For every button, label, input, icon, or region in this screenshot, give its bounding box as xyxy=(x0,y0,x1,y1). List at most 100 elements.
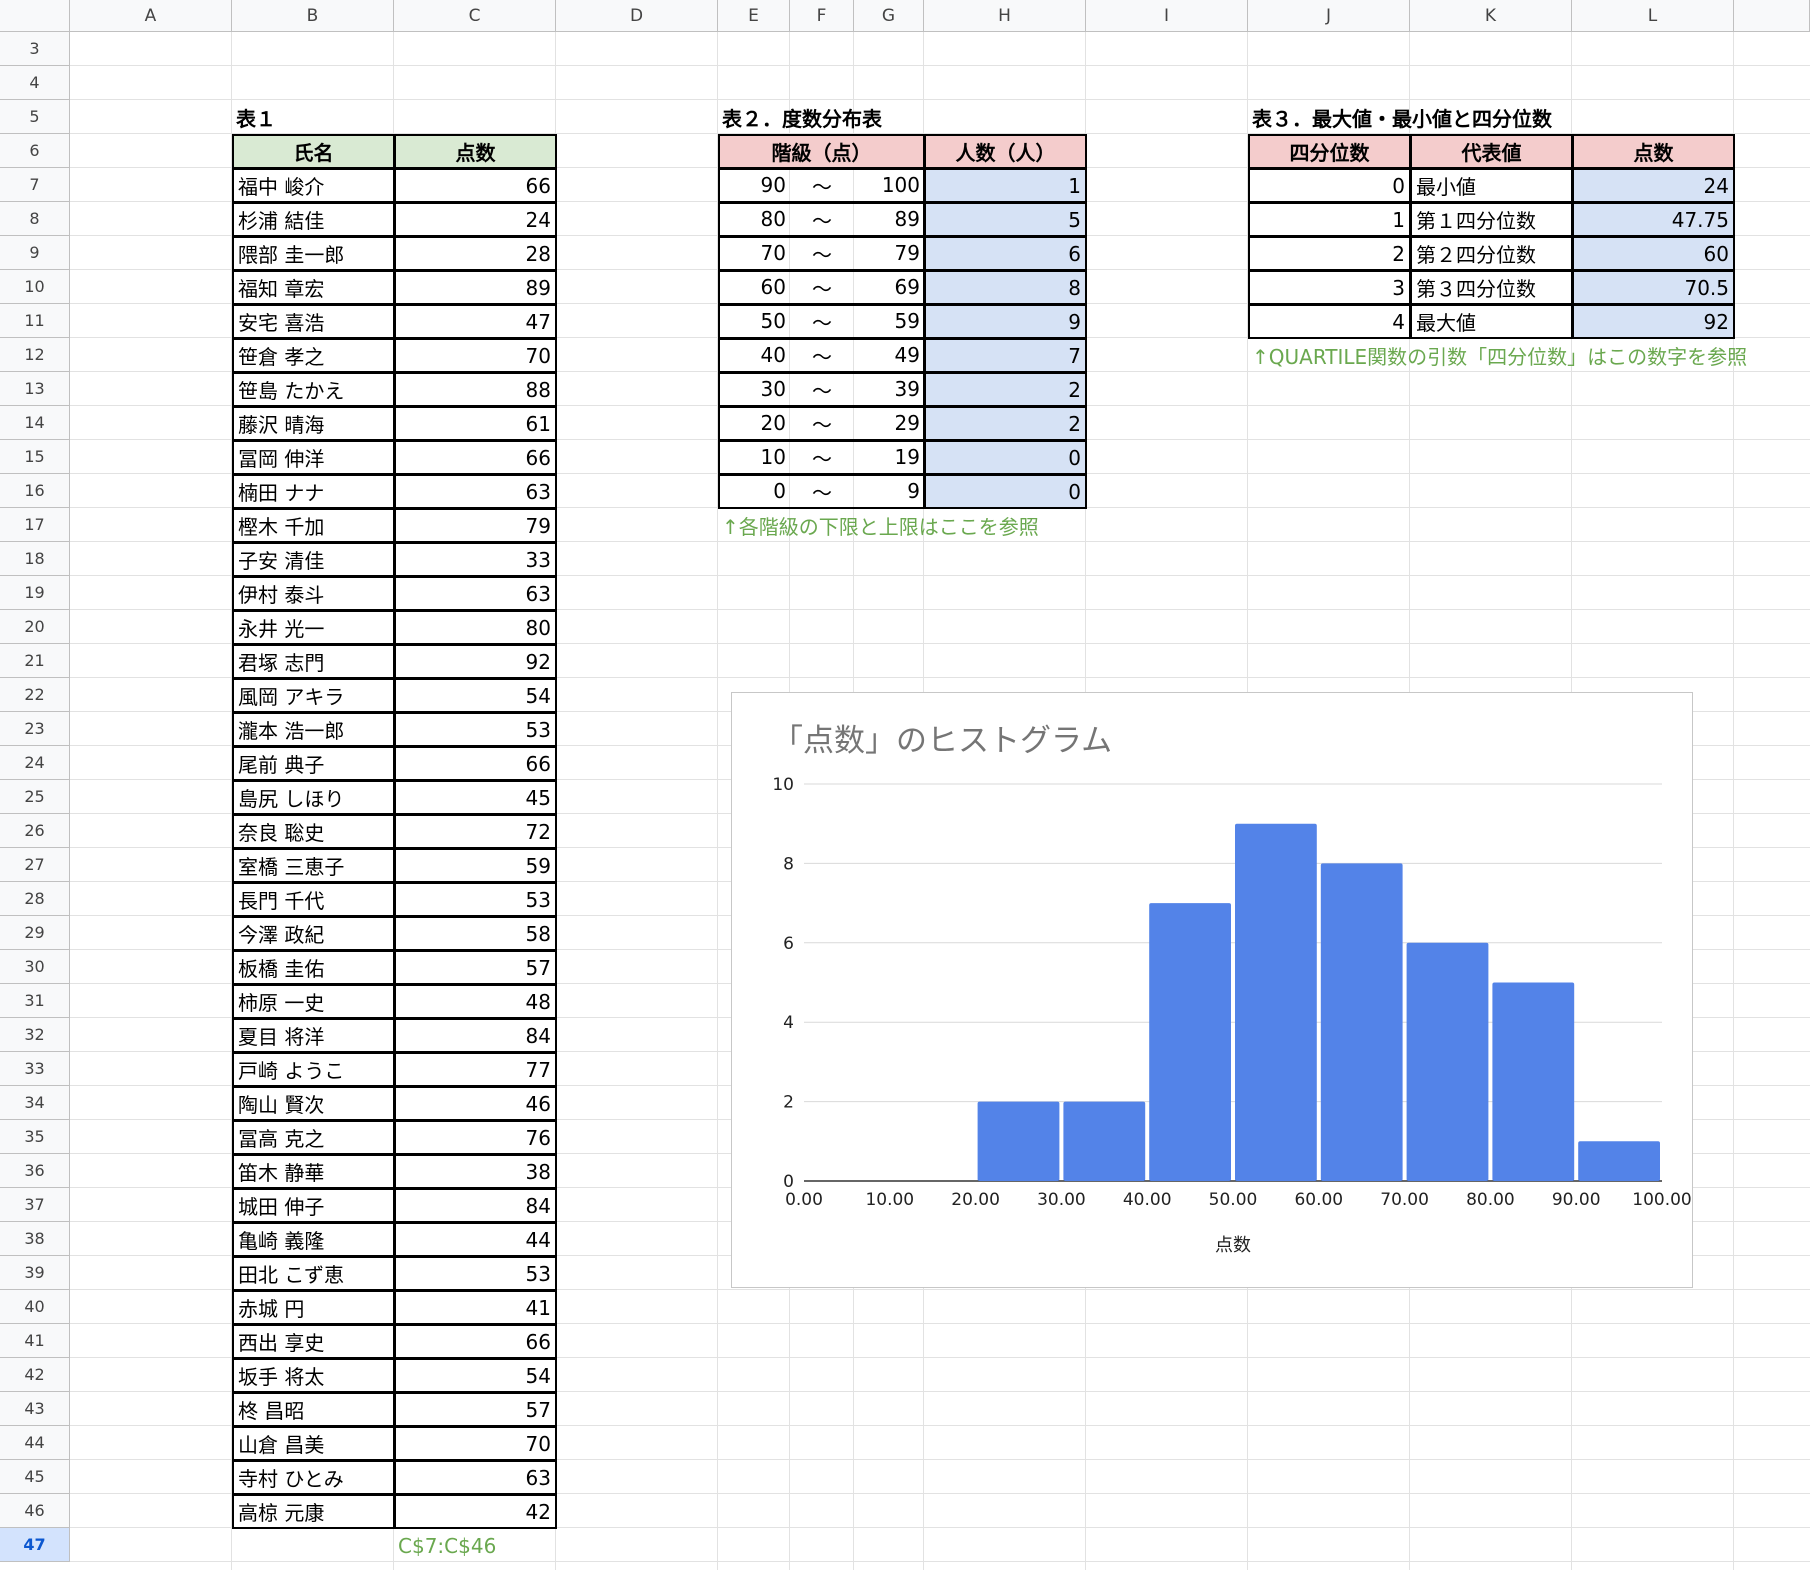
column-header-m[interactable] xyxy=(1734,0,1810,32)
column-header-g[interactable]: G xyxy=(854,0,924,32)
table1-score-cell[interactable]: 63 xyxy=(394,576,557,611)
row-header-21[interactable]: 21 xyxy=(0,644,70,678)
row-header-40[interactable]: 40 xyxy=(0,1290,70,1324)
table3-score-cell[interactable]: 70.5 xyxy=(1572,270,1735,305)
table1-name-cell[interactable]: 樫木 千加 xyxy=(232,508,395,543)
table1-score-cell[interactable]: 89 xyxy=(394,270,557,305)
table2-count-cell[interactable]: 2 xyxy=(924,406,1087,441)
table1-score-cell[interactable]: 47 xyxy=(394,304,557,339)
table1-score-cell[interactable]: 28 xyxy=(394,236,557,271)
row-header-14[interactable]: 14 xyxy=(0,406,70,440)
row-header-4[interactable]: 4 xyxy=(0,66,70,100)
table1-name-cell[interactable]: 冨高 克之 xyxy=(232,1120,395,1155)
table1-score-cell[interactable]: 79 xyxy=(394,508,557,543)
row-header-23[interactable]: 23 xyxy=(0,712,70,746)
table1-name-cell[interactable]: 今澤 政紀 xyxy=(232,916,395,951)
table2-count-cell[interactable]: 6 xyxy=(924,236,1087,271)
column-header-c[interactable]: C xyxy=(394,0,556,32)
row-header-29[interactable]: 29 xyxy=(0,916,70,950)
table3-quart-cell[interactable]: 0 xyxy=(1248,168,1411,203)
table1-score-cell[interactable]: 57 xyxy=(394,1392,557,1427)
table1-name-cell[interactable]: 隈部 圭一郎 xyxy=(232,236,395,271)
row-header-33[interactable]: 33 xyxy=(0,1052,70,1086)
table1-name-cell[interactable]: 藤沢 晴海 xyxy=(232,406,395,441)
table1-name-cell[interactable]: 高椋 元康 xyxy=(232,1494,395,1529)
table2-count-cell[interactable]: 8 xyxy=(924,270,1087,305)
table2-class-lower[interactable]: 70 xyxy=(760,241,786,265)
table1-score-cell[interactable]: 84 xyxy=(394,1018,557,1053)
table2-class-upper[interactable]: 69 xyxy=(894,275,920,299)
table2-class-upper[interactable]: 39 xyxy=(894,377,920,401)
table1-name-cell[interactable]: 杉浦 結佳 xyxy=(232,202,395,237)
table2-class-lower[interactable]: 0 xyxy=(773,479,786,503)
column-header-d[interactable]: D xyxy=(556,0,718,32)
table1-name-cell[interactable]: 赤城 円 xyxy=(232,1290,395,1325)
table1-score-cell[interactable]: 70 xyxy=(394,338,557,373)
table1-score-cell[interactable]: 72 xyxy=(394,814,557,849)
table1-score-cell[interactable]: 38 xyxy=(394,1154,557,1189)
table1-score-cell[interactable]: 41 xyxy=(394,1290,557,1325)
column-header-e[interactable]: E xyxy=(718,0,790,32)
column-header-i[interactable]: I xyxy=(1086,0,1248,32)
table1-score-cell[interactable]: 77 xyxy=(394,1052,557,1087)
table1-name-cell[interactable]: 城田 伸子 xyxy=(232,1188,395,1223)
row-header-46[interactable]: 46 xyxy=(0,1494,70,1528)
row-header-18[interactable]: 18 xyxy=(0,542,70,576)
table2-class-upper[interactable]: 19 xyxy=(894,445,920,469)
table1-score-cell[interactable]: 70 xyxy=(394,1426,557,1461)
table2-class-lower[interactable]: 60 xyxy=(760,275,786,299)
table1-score-cell[interactable]: 45 xyxy=(394,780,557,815)
table1-score-cell[interactable]: 66 xyxy=(394,746,557,781)
table1-score-cell[interactable]: 66 xyxy=(394,440,557,475)
table1-name-cell[interactable]: 陶山 賢次 xyxy=(232,1086,395,1121)
table1-name-cell[interactable]: 夏目 将洋 xyxy=(232,1018,395,1053)
row-header-17[interactable]: 17 xyxy=(0,508,70,542)
table2-class-upper[interactable]: 49 xyxy=(894,343,920,367)
row-header-47[interactable]: 47 xyxy=(0,1528,70,1562)
row-header-36[interactable]: 36 xyxy=(0,1154,70,1188)
row-header-9[interactable]: 9 xyxy=(0,236,70,270)
table1-name-cell[interactable]: 風岡 アキラ xyxy=(232,678,395,713)
table2-class-lower[interactable]: 30 xyxy=(760,377,786,401)
table3-stat-cell[interactable]: 第２四分位数 xyxy=(1410,236,1573,271)
row-header-30[interactable]: 30 xyxy=(0,950,70,984)
table2-class-upper[interactable]: 89 xyxy=(894,207,920,231)
table1-score-cell[interactable]: 63 xyxy=(394,1460,557,1495)
table1-score-cell[interactable]: 42 xyxy=(394,1494,557,1529)
table2-class-lower[interactable]: 20 xyxy=(760,411,786,435)
row-header-25[interactable]: 25 xyxy=(0,780,70,814)
row-header-7[interactable]: 7 xyxy=(0,168,70,202)
table1-name-cell[interactable]: 瀧本 浩一郎 xyxy=(232,712,395,747)
table1-score-cell[interactable]: 92 xyxy=(394,644,557,679)
table1-name-cell[interactable]: 亀崎 義隆 xyxy=(232,1222,395,1257)
table1-score-cell[interactable]: 57 xyxy=(394,950,557,985)
table1-name-cell[interactable]: 笹島 たかえ xyxy=(232,372,395,407)
table1-name-cell[interactable]: 奈良 聡史 xyxy=(232,814,395,849)
table2-count-cell[interactable]: 0 xyxy=(924,474,1087,509)
table2-count-cell[interactable]: 9 xyxy=(924,304,1087,339)
table1-name-cell[interactable]: 寺村 ひとみ xyxy=(232,1460,395,1495)
table1-score-cell[interactable]: 63 xyxy=(394,474,557,509)
table2-count-cell[interactable]: 5 xyxy=(924,202,1087,237)
table2-class-upper[interactable]: 79 xyxy=(894,241,920,265)
row-header-5[interactable]: 5 xyxy=(0,100,70,134)
table2-class-lower[interactable]: 50 xyxy=(760,309,786,333)
table1-name-cell[interactable]: 楠田 ナナ xyxy=(232,474,395,509)
table1-name-cell[interactable]: 長門 千代 xyxy=(232,882,395,917)
table2-count-cell[interactable]: 7 xyxy=(924,338,1087,373)
row-header-31[interactable]: 31 xyxy=(0,984,70,1018)
row-header-39[interactable]: 39 xyxy=(0,1256,70,1290)
table1-name-cell[interactable]: 福中 峻介 xyxy=(232,168,395,203)
row-header-41[interactable]: 41 xyxy=(0,1324,70,1358)
select-all-corner[interactable] xyxy=(0,0,70,32)
table2-class-lower[interactable]: 10 xyxy=(760,445,786,469)
row-header-43[interactable]: 43 xyxy=(0,1392,70,1426)
column-header-h[interactable]: H xyxy=(924,0,1086,32)
table1-score-cell[interactable]: 24 xyxy=(394,202,557,237)
column-header-l[interactable]: L xyxy=(1572,0,1734,32)
table1-name-cell[interactable]: 島尻 しほり xyxy=(232,780,395,815)
row-header-20[interactable]: 20 xyxy=(0,610,70,644)
table1-name-cell[interactable]: 福知 章宏 xyxy=(232,270,395,305)
row-header-10[interactable]: 10 xyxy=(0,270,70,304)
table1-name-cell[interactable]: 田北 こず恵 xyxy=(232,1256,395,1291)
